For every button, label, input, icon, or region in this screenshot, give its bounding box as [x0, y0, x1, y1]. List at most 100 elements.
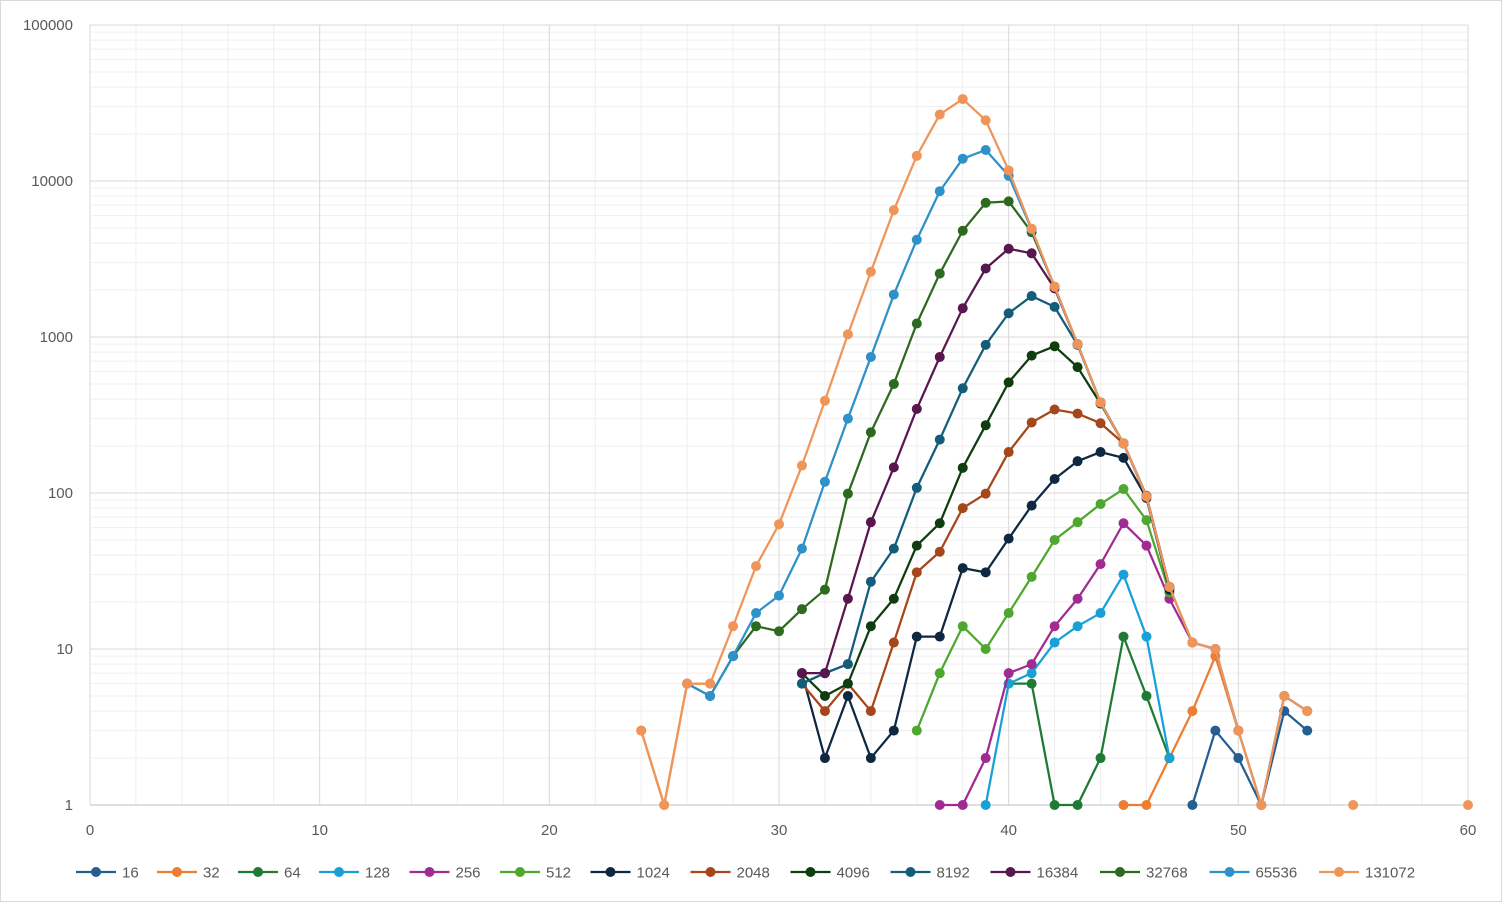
data-point-128 [1072, 621, 1083, 632]
series-65536 [682, 145, 1313, 810]
legend-entry-65536: 65536 [1209, 865, 1297, 882]
data-point-16 [1187, 800, 1198, 810]
data-point-1024 [1026, 500, 1037, 511]
data-point-131072 [1072, 339, 1083, 350]
legend-label: 32768 [1146, 865, 1188, 882]
series-line-32768 [732, 200, 1171, 657]
data-point-2048 [865, 706, 876, 717]
data-point-131072 [865, 266, 876, 277]
data-point-8192 [1026, 291, 1037, 302]
series-line-65536 [686, 148, 1308, 807]
data-point-512 [1118, 484, 1129, 495]
data-point-32768 [865, 427, 876, 438]
data-point-1024 [819, 753, 830, 764]
data-point-131072 [1463, 800, 1473, 810]
legend-label: 512 [546, 865, 571, 882]
legend-entry-8192: 8192 [890, 865, 970, 882]
data-point-64 [1118, 631, 1129, 642]
legend-entry-32: 32 [157, 865, 220, 882]
y-tick-label: 100 [48, 485, 73, 502]
data-point-16384 [911, 403, 922, 414]
data-point-512 [934, 668, 945, 679]
series-128 [980, 569, 1175, 810]
data-point-2048 [1049, 404, 1060, 415]
legend-entry-16384: 16384 [990, 865, 1078, 882]
data-point-32768 [1003, 196, 1014, 207]
data-point-131072 [980, 115, 991, 126]
data-point-32 [1118, 800, 1129, 810]
data-point-4096 [865, 621, 876, 632]
series-2048 [796, 404, 1175, 717]
data-point-128 [1049, 637, 1060, 648]
data-point-2048 [1003, 447, 1014, 458]
legend-label: 2048 [737, 865, 770, 882]
data-point-2048 [888, 637, 899, 648]
data-point-2048 [819, 706, 830, 717]
data-point-256 [957, 800, 968, 810]
data-point-1024 [957, 563, 968, 574]
data-point-32768 [751, 621, 762, 632]
legend-entry-128: 128 [319, 865, 390, 882]
data-point-8192 [980, 339, 991, 350]
data-point-4096 [1003, 377, 1014, 388]
data-point-256 [1118, 518, 1129, 529]
data-point-65536 [796, 543, 807, 554]
data-point-256 [1141, 540, 1152, 551]
data-point-256 [1095, 559, 1106, 570]
data-point-8192 [865, 576, 876, 587]
data-point-16 [1210, 725, 1221, 736]
legend-marker [1224, 867, 1235, 877]
series-layer [636, 94, 1473, 810]
data-point-65536 [728, 651, 739, 662]
data-point-4096 [980, 420, 991, 431]
data-point-2048 [1072, 408, 1083, 419]
data-point-131072 [911, 150, 922, 161]
data-point-65536 [865, 351, 876, 362]
x-tick-label: 40 [1000, 822, 1017, 839]
data-point-131072 [819, 395, 830, 406]
data-point-131072 [1118, 438, 1129, 449]
data-point-8192 [1049, 301, 1060, 312]
series-line-16 [1191, 709, 1308, 807]
data-point-16384 [980, 263, 991, 274]
legend-marker [605, 867, 616, 877]
data-point-512 [980, 644, 991, 654]
data-point-1024 [888, 725, 899, 736]
data-point-131072 [842, 329, 853, 340]
data-point-16 [1233, 753, 1244, 764]
data-point-64 [1095, 753, 1106, 764]
data-point-64 [1026, 678, 1037, 689]
legend-marker [91, 867, 101, 877]
data-point-32768 [842, 488, 853, 499]
legend-label: 131072 [1365, 865, 1415, 882]
y-tick-label: 100000 [23, 17, 73, 34]
legend-entry-512: 512 [500, 865, 571, 882]
data-point-2048 [980, 488, 991, 499]
data-point-16384 [865, 517, 876, 528]
legend-label: 256 [456, 865, 481, 882]
data-point-1024 [1072, 456, 1083, 467]
legend-entry-1024: 1024 [590, 865, 670, 882]
data-point-16 [1302, 725, 1313, 736]
data-point-131072 [1210, 644, 1221, 654]
legend-marker [172, 867, 182, 877]
data-point-512 [911, 725, 922, 736]
legend-label: 64 [284, 865, 301, 882]
series-line-512 [915, 487, 1171, 731]
data-point-4096 [842, 678, 853, 689]
data-point-4096 [1026, 350, 1037, 361]
data-point-512 [1095, 499, 1106, 510]
data-point-8192 [796, 678, 807, 689]
data-point-4096 [957, 462, 968, 473]
data-point-1024 [1049, 473, 1060, 484]
data-point-4096 [934, 518, 945, 529]
data-point-512 [1049, 534, 1060, 545]
data-point-131072 [888, 205, 899, 216]
data-point-65536 [934, 186, 945, 197]
data-point-32768 [774, 626, 784, 637]
legend-entry-4096: 4096 [790, 865, 870, 882]
legend-entry-32768: 32768 [1100, 865, 1188, 882]
series-512 [911, 484, 1175, 736]
